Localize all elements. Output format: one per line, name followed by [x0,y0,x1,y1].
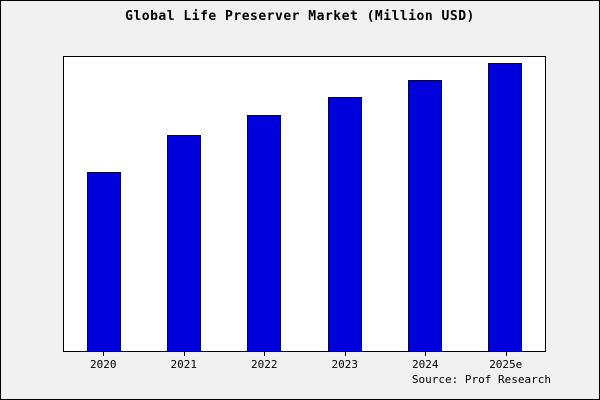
bar-2020 [87,172,122,351]
bar-2022 [247,114,282,351]
plot-area [63,56,546,352]
bar-2024 [407,80,442,351]
x-tick-2023 [344,352,346,356]
bar-cell-2021 [144,57,224,351]
x-label-cell-2023: 2023 [305,352,386,374]
bar-cell-2020 [64,57,144,351]
bars-container [64,57,545,351]
x-tick-2024 [425,352,427,356]
bar-cell-2025e [465,57,545,351]
x-label-cell-2022: 2022 [224,352,305,374]
x-label-cell-2020: 2020 [63,352,144,374]
x-tick-2020 [103,352,105,356]
source-caption: Source: Prof Research [411,373,551,386]
x-label-2025e: 2025e [489,358,523,371]
x-label-2024: 2024 [412,358,439,371]
bar-cell-2022 [224,57,304,351]
chart-title: Global Life Preserver Market (Million US… [125,9,475,24]
x-label-cell-2021: 2021 [144,352,225,374]
bar-2023 [327,97,362,351]
x-tick-2022 [264,352,266,356]
x-label-cell-2025e: 2025e [466,352,547,374]
x-label-2021: 2021 [170,358,198,371]
bar-2025e [487,62,522,351]
bar-cell-2024 [385,57,465,351]
x-tick-2025e [505,352,507,356]
bar-2021 [167,134,202,351]
x-axis-labels: 2020 2021 2022 2023 2024 2025e [63,352,546,374]
x-tick-2021 [183,352,185,356]
x-label-cell-2024: 2024 [385,352,466,374]
bar-cell-2023 [305,57,385,351]
x-label-2020: 2020 [90,358,117,371]
x-label-2022: 2022 [251,358,278,371]
x-label-2023: 2023 [331,358,359,371]
